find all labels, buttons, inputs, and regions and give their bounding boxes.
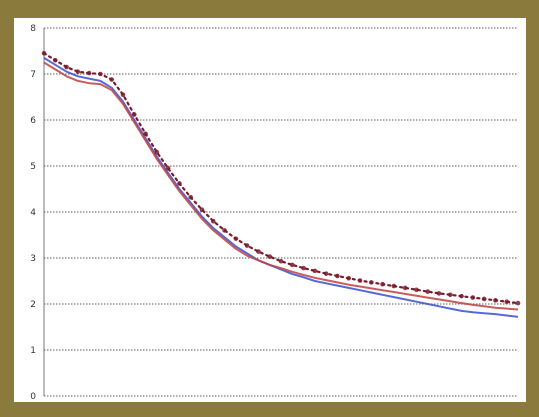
- y-tick-label-1: 1: [30, 346, 36, 356]
- y-tick-label-5: 5: [30, 162, 36, 172]
- series-3-point-15: [210, 218, 216, 224]
- series-3-point-7: [120, 92, 126, 97]
- series-3-point-14: [199, 207, 205, 212]
- series-3-point-41: [504, 299, 510, 305]
- series-3-point-19: [256, 249, 261, 254]
- series-3-point-42: [515, 300, 521, 306]
- series-3-point-9: [143, 131, 148, 137]
- series-line-1: [43, 57, 519, 318]
- series-3-point-37: [459, 293, 464, 299]
- series-3-point-40: [493, 298, 498, 303]
- series-3-point-18: [244, 243, 250, 248]
- series-3-point-13: [188, 194, 194, 200]
- series-3-point-34: [425, 289, 431, 294]
- series-3-point-25: [323, 271, 329, 276]
- series-3-point-6: [109, 77, 115, 82]
- series-3-point-22: [289, 262, 295, 268]
- series-3-point-20: [267, 254, 273, 259]
- series-3-point-33: [414, 287, 419, 293]
- series-3-point-21: [278, 258, 284, 264]
- y-tick-label-8: 8: [30, 24, 36, 34]
- series-3-point-31: [391, 283, 397, 289]
- y-tick-label-3: 3: [30, 254, 36, 264]
- series-3-point-23: [301, 265, 306, 271]
- y-tick-label-6: 6: [30, 116, 36, 126]
- line-chart: 0 1 2 3 4 5 6 7 8: [30, 24, 521, 402]
- series-3-point-10: [154, 149, 160, 155]
- series-3-point-32: [402, 285, 408, 291]
- series-3-point-4: [86, 70, 92, 76]
- series-3-point-24: [312, 268, 318, 274]
- series-3-point-5: [98, 71, 103, 77]
- y-tick-label-2: 2: [30, 300, 36, 310]
- series-3-point-39: [481, 296, 487, 302]
- series-line-2: [43, 61, 519, 311]
- series-3-point-29: [368, 280, 374, 285]
- series-3-point-36: [447, 292, 453, 298]
- series-3-point-12: [177, 181, 182, 186]
- y-tick-label-0: 0: [30, 392, 36, 402]
- series-3-point-17: [233, 236, 239, 241]
- series-3-point-28: [357, 278, 363, 283]
- series-3-point-3: [75, 69, 81, 74]
- series-3-point-8: [131, 112, 137, 117]
- series-3-point-35: [436, 291, 442, 296]
- plot-panel: 0 1 2 3 4 5 6 7 8: [14, 18, 526, 402]
- y-tick-label-4: 4: [30, 208, 36, 218]
- series-3-point-2: [64, 64, 69, 70]
- series-3-point-0: [41, 51, 47, 56]
- series-3-point-27: [346, 275, 352, 281]
- series-3-point-30: [380, 281, 385, 287]
- y-tick-label-7: 7: [30, 70, 36, 80]
- series-3-point-16: [222, 228, 227, 233]
- series-3-point-11: [165, 166, 171, 171]
- series-3-point-26: [335, 273, 340, 279]
- series-3-point-38: [470, 295, 476, 300]
- series-3-point-1: [52, 57, 58, 63]
